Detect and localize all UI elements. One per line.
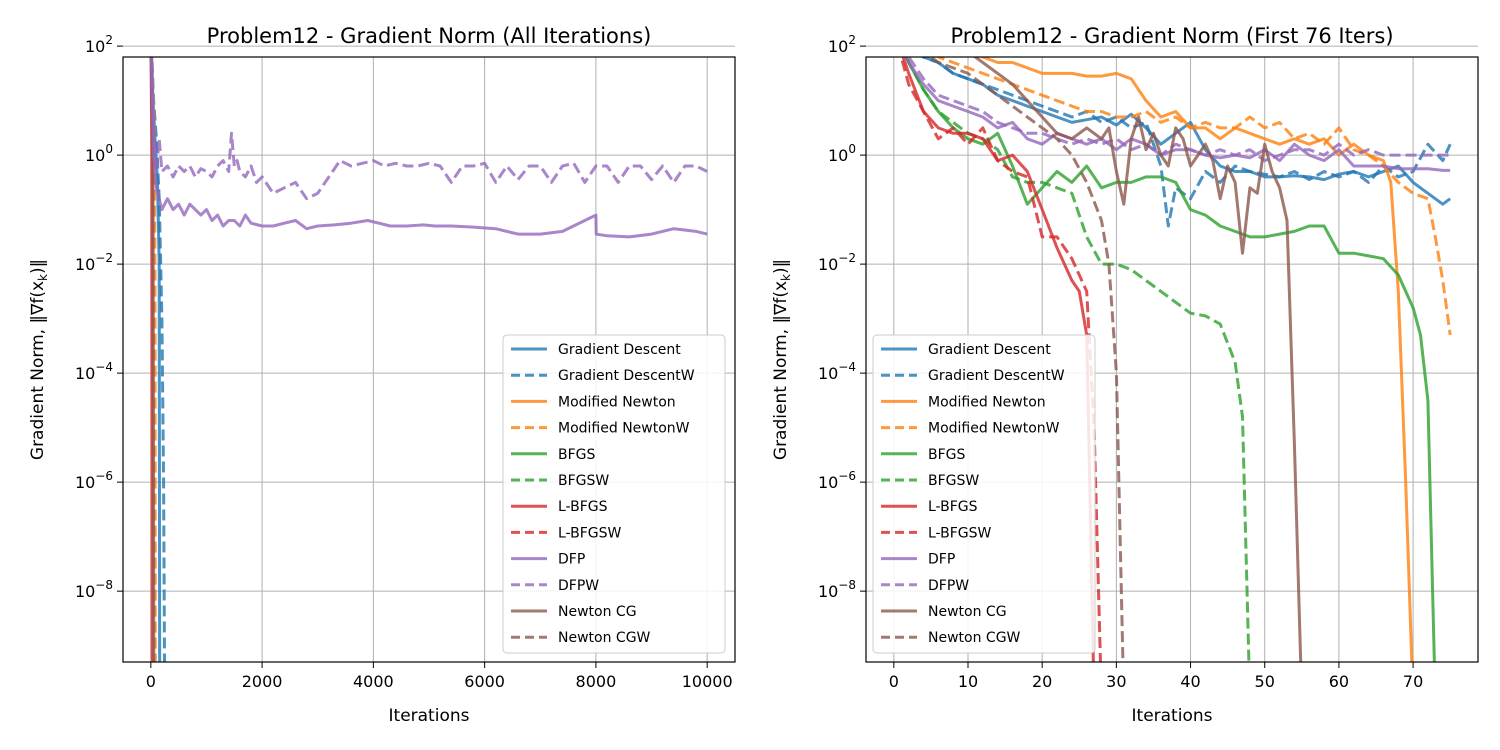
legend-label-dfpw: DFPW xyxy=(928,578,969,594)
legend-label-newton-cg: Newton CG xyxy=(558,604,637,620)
chart-title: Problem12 - Gradient Norm (All Iteration… xyxy=(207,24,652,48)
y-tick-label: 10−2 xyxy=(75,251,113,274)
x-tick-label: 10000 xyxy=(682,672,733,691)
plot-frame xyxy=(122,56,736,663)
y-tick-label: 10−6 xyxy=(75,469,113,492)
series-line-dfpw xyxy=(906,57,1451,163)
y-tick-label: 10−6 xyxy=(818,469,856,492)
x-tick-label: 8000 xyxy=(576,672,617,691)
x-axis-label: Iterations xyxy=(1132,706,1213,726)
x-tick-label: 40 xyxy=(1180,672,1200,691)
series-line-newton-cg xyxy=(972,57,1303,662)
legend-label-modified-newtonw: Modified NewtonW xyxy=(928,421,1060,437)
left-chart-panel: 0 2000 4000 6000 8000 10000 102 100 10−2 10−4 10−6… xyxy=(28,24,736,726)
x-axis-label: Iterations xyxy=(389,706,470,726)
legend-label-dfp: DFP xyxy=(928,552,955,568)
y-tick-label: 102 xyxy=(828,33,856,56)
y-tick-label: 102 xyxy=(85,33,113,56)
series-line-dfp xyxy=(149,57,708,239)
legend-label-l-bfgs: L-BFGS xyxy=(558,499,608,515)
series-line-gradient-descent xyxy=(920,57,1452,206)
series-line-l-bfgsw xyxy=(899,57,1102,662)
series-line-dfpw xyxy=(150,57,708,201)
series-line-modified-newton xyxy=(978,57,1414,662)
x-tick-label: 4000 xyxy=(353,672,394,691)
chart-title: Problem12 - Gradient Norm (First 76 Iter… xyxy=(950,24,1393,48)
series-line-bfgsw xyxy=(904,57,1251,662)
x-tick-label: 20 xyxy=(1032,672,1052,691)
legend-label-gradient-descentw: Gradient DescentW xyxy=(928,368,1065,384)
legend-label-newton-cgw: Newton CGW xyxy=(558,630,651,646)
legend-label-newton-cgw: Newton CGW xyxy=(928,630,1021,646)
legend-label-l-bfgs: L-BFGS xyxy=(928,499,978,515)
right-chart-panel: 0 10 20 30 40 50 60 70 102 100 10−2 10−4 10−6 10−8 Pro… xyxy=(771,24,1479,726)
legend-label-l-bfgsw: L-BFGSW xyxy=(928,525,991,541)
series-line-modified-newtonw xyxy=(935,57,1452,336)
legend-label-newton-cg: Newton CG xyxy=(928,604,1007,620)
series-line-newton-cgw xyxy=(928,57,1125,662)
y-axis-label: Gradient Norm, ‖∇f(xk)‖ xyxy=(28,259,50,460)
legend-label-bfgs: BFGS xyxy=(558,447,596,463)
y-axis-label: Gradient Norm, ‖∇f(xk)‖ xyxy=(771,259,793,460)
legend-label-modified-newton: Modified Newton xyxy=(558,394,676,410)
x-tick-label: 50 xyxy=(1255,672,1275,691)
legend-label-gradient-descent: Gradient Descent xyxy=(928,342,1051,358)
legend-label-bfgsw: BFGSW xyxy=(558,473,609,489)
legend: Gradient Descent Gradient DescentW Modifie… xyxy=(872,334,1096,654)
legend-box xyxy=(872,334,1096,654)
plot-frame xyxy=(865,56,1479,663)
y-tick-label: 10−4 xyxy=(818,360,856,383)
x-tick-label: 0 xyxy=(146,672,156,691)
legend-label-dfp: DFP xyxy=(558,552,585,568)
legend-label-gradient-descentw: Gradient DescentW xyxy=(558,368,695,384)
x-tick-label: 0 xyxy=(889,672,899,691)
y-tick-label: 100 xyxy=(85,142,113,165)
x-tick-label: 30 xyxy=(1106,672,1126,691)
legend-label-modified-newton: Modified Newton xyxy=(928,394,1046,410)
y-tick-label: 10−4 xyxy=(75,360,113,383)
legend-label-modified-newtonw: Modified NewtonW xyxy=(558,421,690,437)
x-tick-label: 6000 xyxy=(464,672,505,691)
x-tick-label: 10 xyxy=(958,672,978,691)
series-lines xyxy=(899,57,1452,662)
legend-label-bfgs: BFGS xyxy=(928,447,966,463)
y-tick-label: 10−8 xyxy=(75,578,113,601)
x-tick-label: 60 xyxy=(1329,672,1349,691)
y-tick-label: 10−8 xyxy=(818,578,856,601)
series-line-dfp xyxy=(904,57,1451,172)
series-line-l-bfgs xyxy=(901,57,1095,662)
y-tick-label: 10−2 xyxy=(818,251,856,274)
x-tick-label: 70 xyxy=(1403,672,1423,691)
legend: Gradient Descent Gradient DescentW Modifie… xyxy=(502,334,726,654)
legend-label-dfpw: DFPW xyxy=(558,578,599,594)
legend-label-l-bfgsw: L-BFGSW xyxy=(558,525,621,541)
legend-label-gradient-descent: Gradient Descent xyxy=(558,342,681,358)
series-lines xyxy=(149,57,708,662)
x-tick-label: 2000 xyxy=(242,672,283,691)
y-tick-label: 100 xyxy=(828,142,856,165)
legend-box xyxy=(502,334,726,654)
series-line-gradient-descentw xyxy=(920,57,1452,228)
legend-label-bfgsw: BFGSW xyxy=(928,473,979,489)
